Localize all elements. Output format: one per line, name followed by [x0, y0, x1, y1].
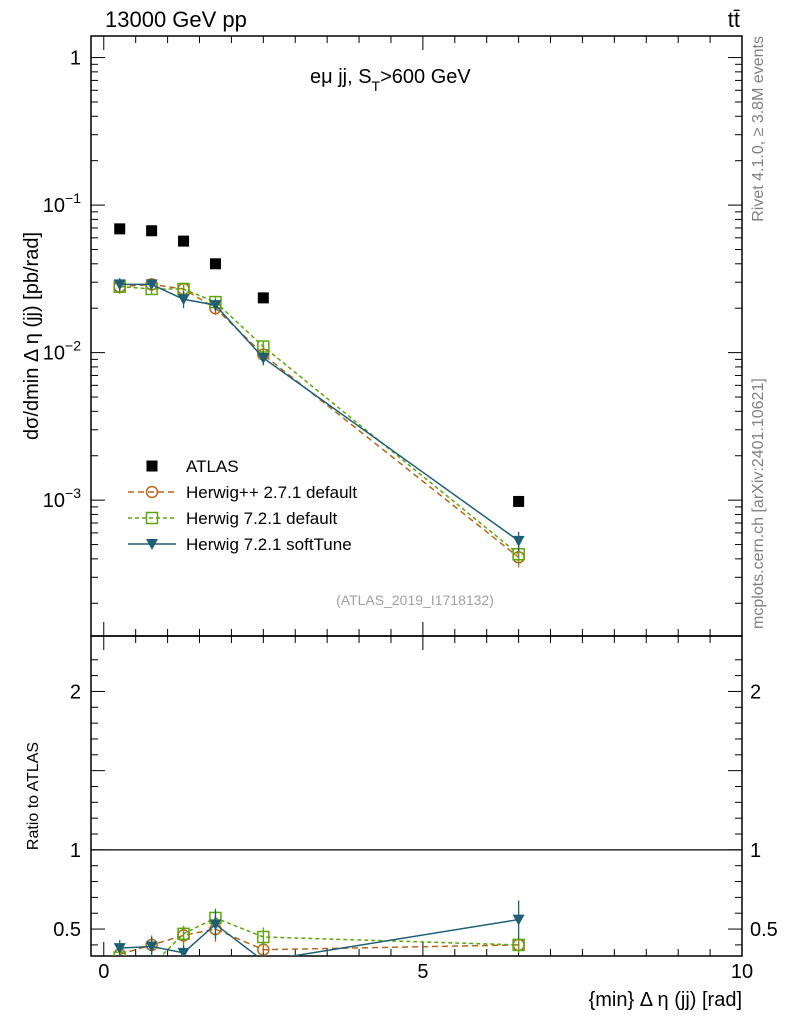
y-axis-label: dσ/dmin Δ η (jj) [pb/rad]	[21, 232, 43, 440]
data-point	[209, 300, 222, 312]
ratio-y-axis-label: Ratio to ATLAS	[25, 742, 42, 850]
data-point	[512, 535, 525, 547]
ratio-plot-frame	[90, 635, 743, 957]
ratio-y-tick-label-right: 0.5	[750, 919, 778, 941]
y-tick-label: 10−1	[43, 190, 81, 217]
data-point	[145, 279, 158, 291]
ratio-point	[257, 930, 270, 944]
ratio-point	[512, 914, 525, 926]
y-tick-label: 10−3	[43, 485, 81, 512]
data-point	[146, 225, 158, 237]
ratio-line	[160, 917, 519, 956]
legend-entry: Herwig 7.2.1 default	[128, 509, 337, 528]
ratio-point	[257, 955, 270, 956]
legend-marker	[145, 511, 159, 525]
series-3	[113, 278, 525, 552]
data-point	[209, 258, 221, 270]
ratio-point	[209, 919, 222, 931]
side-mcplots-label: mcplots.cern.ch [arXiv:2401.10621]	[750, 378, 767, 629]
ratio-y-tick-label: 0.5	[53, 919, 81, 941]
y-tick-label: 10−2	[43, 338, 81, 365]
x-tick-label: 5	[417, 961, 428, 983]
legend-entry: Herwig++ 2.7.1 default	[128, 483, 357, 502]
side-rivet-label: Rivet 4.1.0, ≥ 3.8M events	[750, 36, 767, 222]
analysis-watermark: (ATLAS_2019_I1718132)	[336, 592, 494, 608]
y-tick-label: 1	[70, 48, 81, 70]
ratio-series-2	[113, 908, 525, 971]
series-line	[119, 285, 520, 555]
ratio-point	[512, 938, 525, 952]
legend-entry: ATLAS	[146, 457, 239, 476]
legend-marker	[146, 460, 158, 472]
data-point	[513, 495, 525, 507]
main-axis-ticks: 1 10−1 10−2 10−3	[43, 36, 743, 636]
ratio-line	[119, 918, 519, 956]
x-axis-label: {min} Δ η (jj) [rad]	[589, 989, 742, 1011]
ratio-point	[177, 947, 190, 956]
data-point	[257, 292, 269, 304]
data-point	[178, 235, 190, 247]
legend-label: Herwig 7.2.1 default	[186, 509, 337, 528]
legend-marker	[146, 539, 158, 550]
x-tick-label: 0	[98, 961, 109, 983]
header-right-label: tt̄	[728, 7, 740, 32]
ratio-y-tick-label-right: 1	[750, 840, 761, 862]
ratio-point	[146, 960, 157, 971]
ratio-line	[119, 928, 519, 956]
data-point	[257, 352, 270, 364]
ratio-series-3	[113, 900, 525, 956]
ratio-y-tick-label: 2	[70, 681, 81, 703]
main-plot-data	[113, 223, 525, 568]
legend-label: Herwig++ 2.7.1 default	[186, 483, 357, 502]
data-point	[114, 223, 126, 235]
ratio-axis-ticks: 0 5 10 0.5 0.5 1 1 2 2	[53, 636, 778, 983]
plot-title: eμ jj, ST>600 GeV	[310, 66, 471, 94]
legend-label: ATLAS	[186, 457, 239, 476]
ratio-y-tick-label-right: 2	[750, 681, 761, 703]
ratio-plot-data	[113, 900, 525, 971]
ratio-point	[177, 927, 190, 941]
header-left-label: 13000 GeV pp	[105, 7, 247, 32]
ratio-y-tick-label: 1	[70, 840, 81, 862]
legend-label: Herwig 7.2.1 softTune	[186, 535, 352, 554]
series-line	[119, 283, 520, 542]
legend-entry: Herwig 7.2.1 softTune	[128, 535, 352, 554]
series-0	[114, 223, 525, 507]
legend: ATLAS Herwig++ 2.7.1 default Herwig 7.2.1 …	[128, 457, 357, 554]
data-point	[177, 294, 190, 306]
legend-marker	[145, 485, 159, 499]
ratio-point	[113, 943, 126, 955]
ratio-point	[145, 941, 158, 953]
data-point	[113, 279, 126, 291]
x-tick-label: 10	[731, 961, 753, 983]
